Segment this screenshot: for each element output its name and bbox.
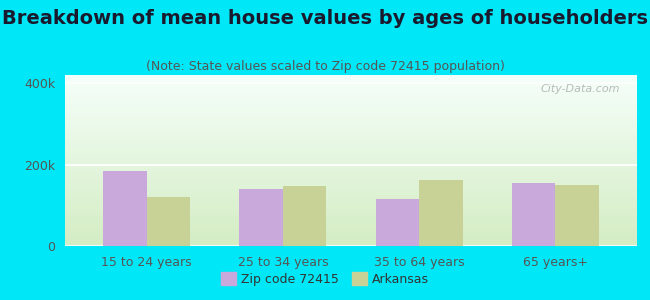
Bar xyxy=(239,189,283,246)
Bar xyxy=(376,199,419,246)
Bar xyxy=(555,185,599,246)
Bar xyxy=(419,180,463,246)
Legend: Zip code 72415, Arkansas: Zip code 72415, Arkansas xyxy=(216,267,434,291)
Bar xyxy=(283,186,326,246)
Bar xyxy=(147,197,190,246)
Bar xyxy=(103,171,147,246)
Bar xyxy=(512,183,555,246)
Text: City-Data.com: City-Data.com xyxy=(540,83,620,94)
Text: (Note: State values scaled to Zip code 72415 population): (Note: State values scaled to Zip code 7… xyxy=(146,60,504,73)
Text: Breakdown of mean house values by ages of householders: Breakdown of mean house values by ages o… xyxy=(2,9,648,28)
